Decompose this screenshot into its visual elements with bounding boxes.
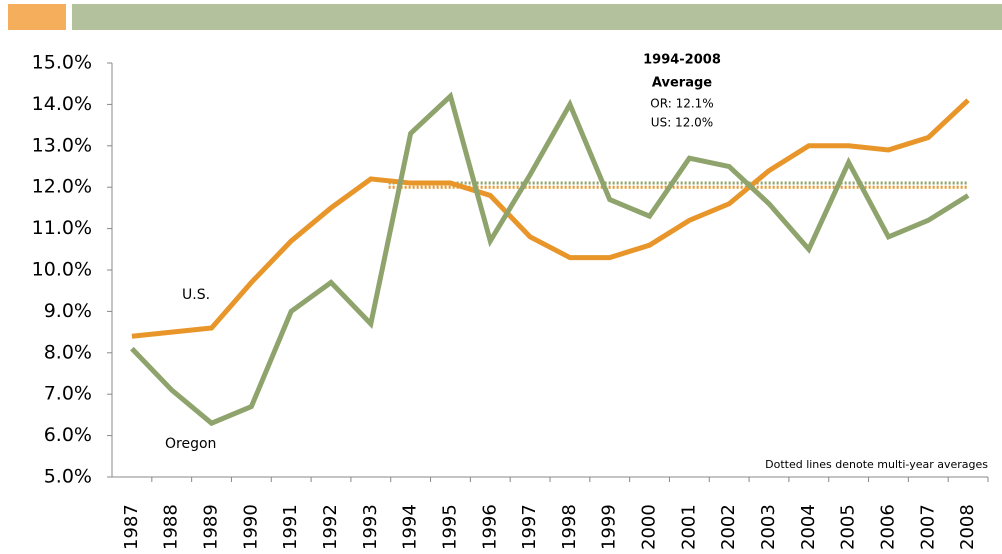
series-line [130, 91, 970, 427]
y-tick-label: 11.0% [32, 217, 92, 239]
x-tick-label: 1994 [400, 504, 421, 550]
y-tick-label: 15.0% [32, 52, 92, 74]
y-tick-label: 7.0% [44, 383, 92, 405]
y-tick-label: 14.0% [32, 93, 92, 115]
y-tick-label: 12.0% [32, 176, 92, 198]
note: Dotted lines denote multi-year averages [765, 458, 988, 471]
x-tick-label: 1993 [360, 504, 381, 550]
y-tick-label: 6.0% [44, 424, 92, 446]
x-tick-label: 2007 [917, 504, 938, 550]
x-tick-label: 1997 [519, 504, 540, 550]
x-tick-label: 1989 [201, 504, 222, 550]
x-tick-label: 2005 [838, 504, 859, 550]
x-tick-label: 1990 [240, 504, 261, 550]
average-title: 1994-2008 [643, 53, 721, 68]
x-tick-label: 2002 [718, 504, 739, 550]
x-tick-label: 1996 [479, 504, 500, 550]
y-tick-label: 13.0% [32, 134, 92, 156]
average-title: Average [652, 76, 712, 91]
x-tick-label: 2008 [957, 504, 978, 550]
x-tick-label: 1992 [320, 504, 341, 550]
header-bar [72, 4, 1002, 30]
y-tick-label: 9.0% [44, 300, 92, 322]
y-tick-label: 5.0% [44, 466, 92, 488]
series-label: Oregon [165, 436, 216, 452]
x-tick-label: 1998 [559, 504, 580, 550]
series-label: U.S. [182, 287, 210, 303]
x-tick-label: 2003 [758, 504, 779, 550]
average-label: OR: 12.1% [650, 97, 713, 111]
x-tick-label: 1987 [121, 504, 142, 550]
average-label: US: 12.0% [651, 116, 713, 130]
y-tick-label: 8.0% [44, 341, 92, 363]
header-accent [8, 4, 66, 30]
x-tick-label: 2004 [798, 504, 819, 550]
x-tick-label: 2000 [639, 504, 660, 550]
series-line [131, 98, 970, 339]
x-tick-label: 2001 [678, 504, 699, 550]
x-tick-label: 1995 [439, 504, 460, 550]
x-tick-label: 1999 [599, 504, 620, 550]
x-tick-label: 1991 [280, 504, 301, 550]
x-tick-label: 2006 [877, 504, 898, 550]
y-tick-label: 10.0% [32, 259, 92, 281]
x-tick-label: 1988 [161, 504, 182, 550]
